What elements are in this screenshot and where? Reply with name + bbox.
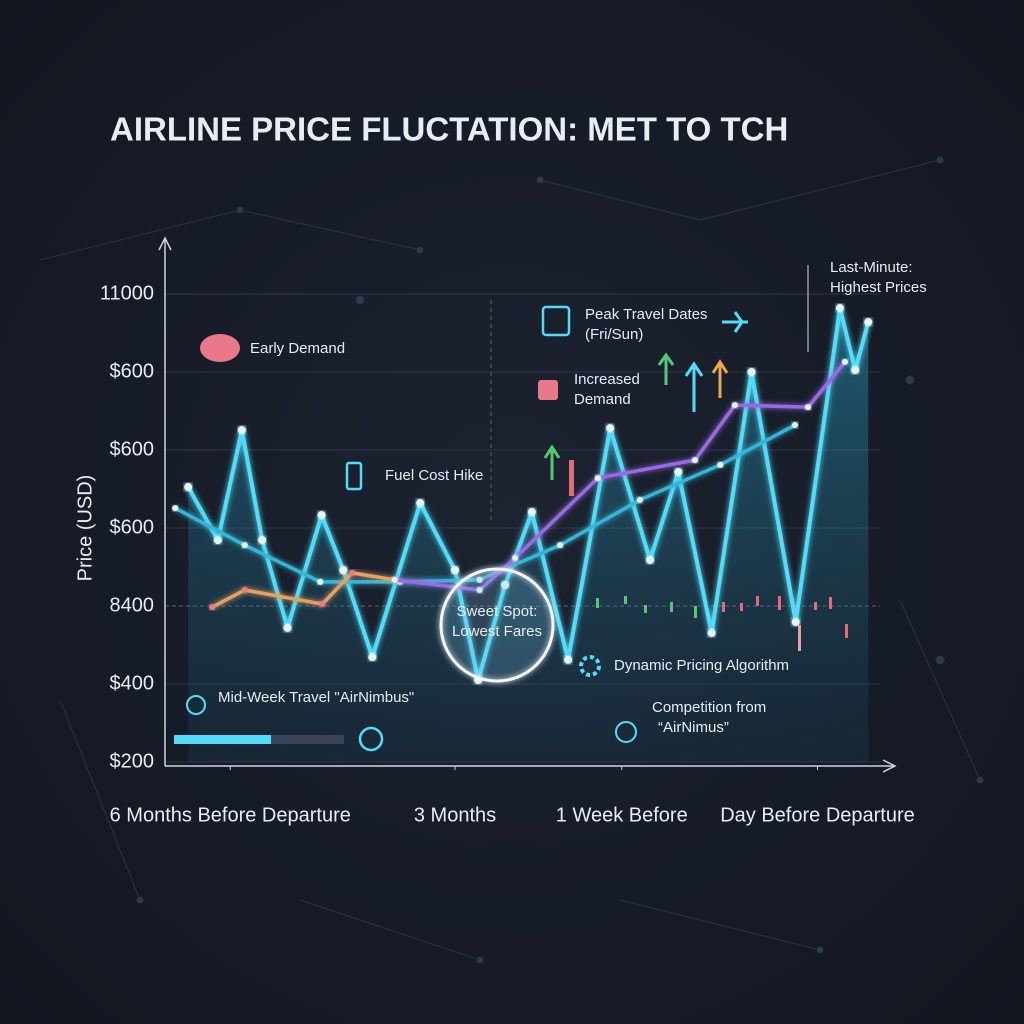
- y-tick-label: $400: [110, 672, 155, 694]
- y-tick-label: 11000: [100, 282, 154, 304]
- up-arrow: [657, 352, 675, 385]
- point: [842, 358, 849, 365]
- point: [258, 536, 267, 545]
- x-tick-label: Day Before Departure: [720, 804, 915, 826]
- up-arrow: [543, 444, 561, 480]
- sweet-spot-circle: [439, 567, 555, 683]
- point: [646, 555, 655, 564]
- point: [283, 623, 292, 632]
- check-icon: [538, 380, 558, 400]
- plane-icon: [722, 311, 748, 333]
- y-axis-label: Price (USD): [74, 475, 96, 582]
- icons: [174, 305, 748, 752]
- point: [317, 578, 324, 585]
- point: [805, 404, 812, 411]
- up-arrow: [711, 359, 729, 398]
- annotation: Early Demand: [250, 340, 345, 357]
- volume-ticks: [596, 596, 848, 651]
- point: [594, 475, 601, 482]
- point: [636, 496, 643, 503]
- point: [184, 483, 193, 492]
- point: [451, 566, 459, 575]
- annotation: Highest Prices: [830, 279, 927, 296]
- point: [731, 402, 738, 409]
- annotation: Competition from: [652, 699, 766, 716]
- point: [791, 617, 800, 626]
- annotation: Mid-Week Travel "AirNimbus": [218, 689, 414, 706]
- annotation: Last-Minute:: [830, 259, 913, 276]
- point: [691, 457, 698, 464]
- annotation: Fuel Cost Hike: [385, 467, 483, 484]
- calendar-icon: [541, 305, 571, 337]
- gear-icon: [579, 655, 601, 677]
- annotation: Dynamic Pricing Algorithm: [614, 657, 789, 674]
- y-tick-label: 8400: [110, 594, 155, 616]
- x-axis-arrow: [882, 759, 897, 773]
- point: [317, 511, 326, 520]
- point: [717, 461, 724, 468]
- annotation: Lowest Fares: [452, 623, 542, 640]
- annotations: Early Demand Fuel Cost Hike Peak Travel Da…: [218, 259, 927, 736]
- point: [319, 601, 326, 608]
- piggy-icon: [200, 334, 240, 362]
- bar-icon: [569, 460, 574, 496]
- annotation: Increased: [574, 371, 640, 388]
- point: [241, 542, 248, 549]
- point: [213, 536, 222, 545]
- network-decoration: [39, 156, 984, 964]
- point: [209, 604, 216, 611]
- area: [188, 308, 869, 762]
- point: [512, 555, 519, 562]
- point: [606, 424, 615, 433]
- point: [349, 569, 356, 576]
- annotation: Sweet Spot:: [457, 603, 538, 620]
- point: [241, 587, 248, 594]
- y-tick-label: $600: [110, 516, 155, 538]
- point: [391, 576, 398, 583]
- x-tick-label: 1 Week Before: [556, 804, 688, 826]
- up-arrow: [684, 361, 704, 412]
- y-tick-label: $600: [110, 360, 155, 382]
- annotation: Demand: [574, 391, 631, 408]
- annotation: (Fri/Sun): [585, 326, 643, 343]
- point: [851, 366, 860, 375]
- clock-icon: [358, 726, 384, 752]
- y-tick-label: $200: [110, 750, 155, 772]
- point: [707, 628, 716, 637]
- point: [368, 653, 377, 662]
- globe-icon: [186, 695, 206, 715]
- x-tick-label: 3 Months: [414, 804, 496, 826]
- point: [339, 566, 348, 575]
- y-tick-label: $600: [110, 438, 155, 460]
- annotation: “AirNimus”: [658, 719, 729, 736]
- globe-icon: [615, 721, 637, 743]
- point: [237, 426, 246, 435]
- point: [792, 422, 799, 429]
- x-tick-label: 6 Months Before Departure: [110, 804, 351, 826]
- progress-fill: [174, 735, 271, 744]
- point: [674, 467, 683, 476]
- chart-title: AIRLINE PRICE FLUCTATION: MET TO TCH: [110, 111, 788, 148]
- point: [747, 368, 756, 376]
- point: [527, 508, 536, 517]
- point: [835, 304, 844, 313]
- annotation: Peak Travel Dates: [585, 306, 708, 323]
- point: [172, 505, 179, 512]
- point: [416, 499, 425, 508]
- point: [864, 318, 873, 327]
- y-axis-arrow: [158, 236, 172, 251]
- fuel-icon: [345, 461, 363, 491]
- point: [564, 655, 573, 664]
- point: [557, 542, 564, 549]
